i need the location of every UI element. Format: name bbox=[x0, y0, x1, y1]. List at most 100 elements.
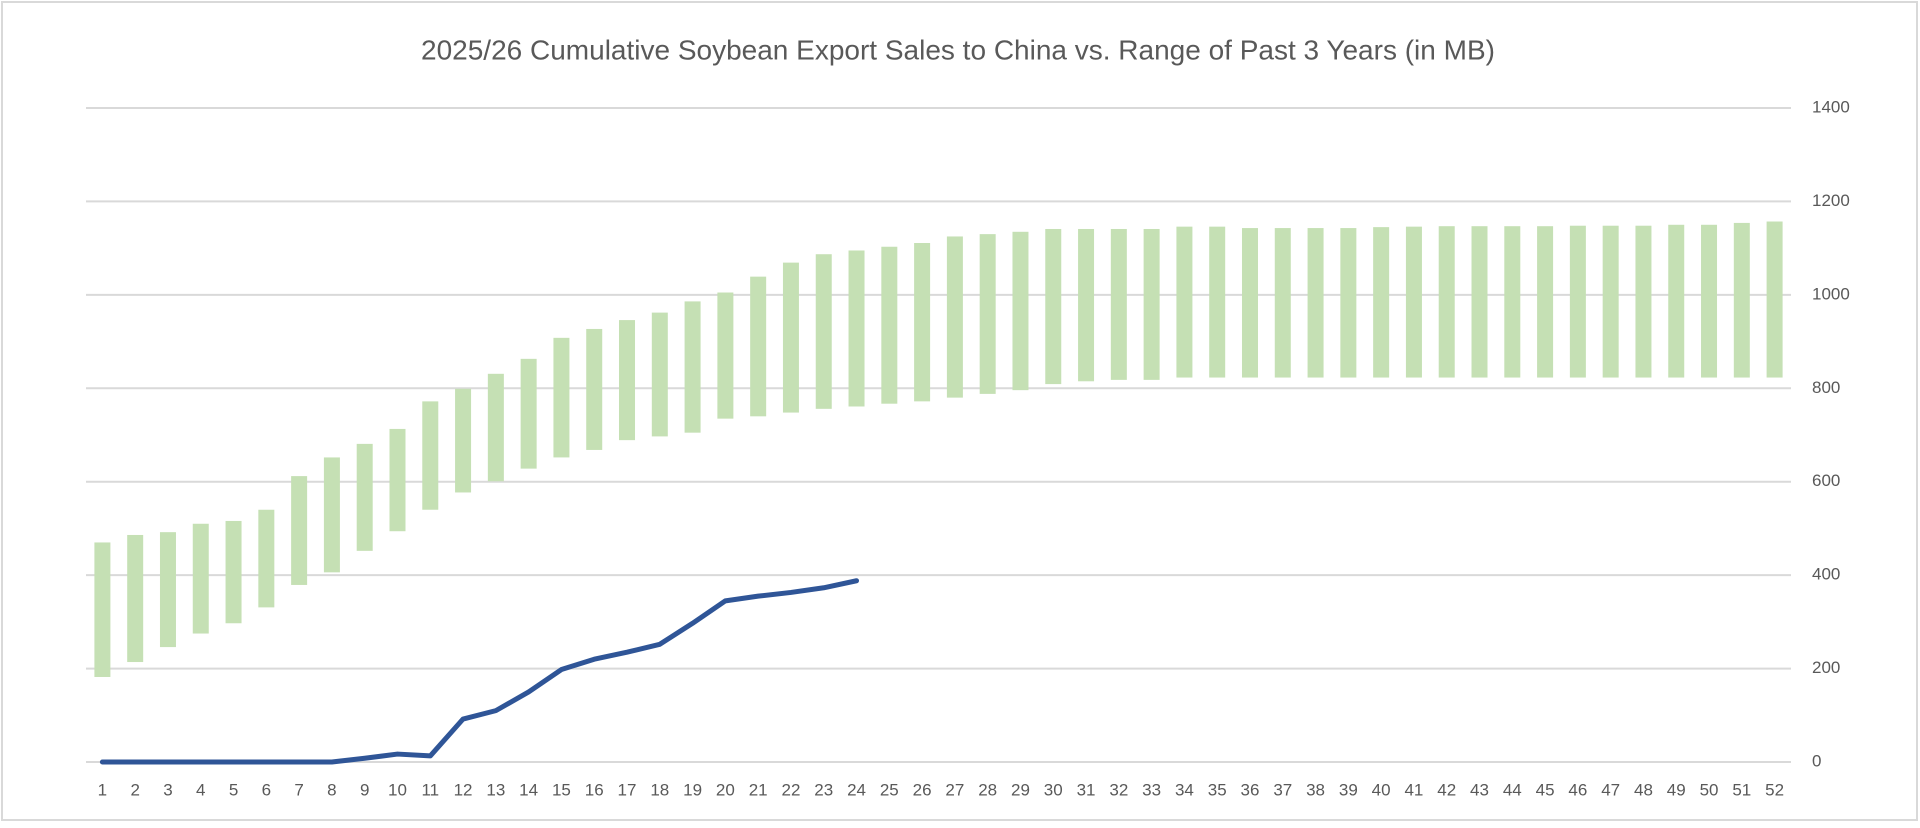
y-tick-label: 800 bbox=[1812, 378, 1840, 397]
range-bar bbox=[225, 520, 242, 624]
range-bar bbox=[881, 246, 898, 404]
range-bar bbox=[1110, 228, 1127, 380]
x-tick-label: 27 bbox=[945, 780, 964, 799]
x-tick-label: 29 bbox=[1011, 780, 1030, 799]
x-tick-label: 36 bbox=[1241, 780, 1260, 799]
x-tick-label: 23 bbox=[814, 780, 833, 799]
x-tick-label: 26 bbox=[913, 780, 932, 799]
x-tick-label: 21 bbox=[749, 780, 768, 799]
range-bar bbox=[815, 254, 832, 409]
range-bar bbox=[586, 328, 603, 450]
x-tick-label: 45 bbox=[1536, 780, 1555, 799]
x-tick-label: 30 bbox=[1044, 780, 1063, 799]
range-bar bbox=[258, 509, 275, 608]
range-bar bbox=[1602, 225, 1619, 378]
range-bar bbox=[1635, 225, 1652, 378]
x-tick-label: 3 bbox=[163, 780, 172, 799]
x-tick-label: 1 bbox=[98, 780, 107, 799]
x-tick-label: 44 bbox=[1503, 780, 1522, 799]
range-bar bbox=[159, 532, 176, 648]
range-bar bbox=[1733, 222, 1750, 378]
x-tick-label: 28 bbox=[978, 780, 997, 799]
range-bar bbox=[389, 428, 406, 532]
x-tick-label: 18 bbox=[650, 780, 669, 799]
x-tick-label: 13 bbox=[486, 780, 505, 799]
range-bar bbox=[192, 523, 209, 634]
range-bar bbox=[422, 401, 439, 510]
y-tick-label: 1200 bbox=[1812, 191, 1850, 210]
x-tick-label: 43 bbox=[1470, 780, 1489, 799]
x-tick-label: 6 bbox=[262, 780, 271, 799]
x-tick-label: 25 bbox=[880, 780, 899, 799]
x-tick-label: 41 bbox=[1404, 780, 1423, 799]
range-bar bbox=[1143, 228, 1160, 380]
range-bar bbox=[1307, 228, 1324, 378]
range-bar bbox=[323, 457, 340, 573]
x-tick-label: 20 bbox=[716, 780, 735, 799]
y-tick-label: 1000 bbox=[1812, 284, 1850, 303]
x-tick-label: 2 bbox=[130, 780, 139, 799]
range-bar bbox=[455, 388, 472, 493]
x-tick-label: 51 bbox=[1732, 780, 1751, 799]
range-bar bbox=[1078, 228, 1095, 382]
range-bar bbox=[1766, 221, 1783, 378]
x-tick-label: 35 bbox=[1208, 780, 1227, 799]
range-bar bbox=[1373, 227, 1390, 378]
x-tick-label: 39 bbox=[1339, 780, 1358, 799]
range-bar bbox=[1176, 226, 1193, 378]
range-bar bbox=[1569, 225, 1586, 378]
range-bar bbox=[1209, 226, 1226, 378]
x-tick-label: 33 bbox=[1142, 780, 1161, 799]
x-tick-label: 8 bbox=[327, 780, 336, 799]
x-tick-label: 49 bbox=[1667, 780, 1686, 799]
range-bar bbox=[127, 534, 144, 663]
x-tick-label: 10 bbox=[388, 780, 407, 799]
range-bar bbox=[553, 337, 570, 458]
y-tick-label: 0 bbox=[1812, 751, 1821, 770]
x-tick-label: 38 bbox=[1306, 780, 1325, 799]
range-bar bbox=[717, 292, 734, 419]
range-bar bbox=[1405, 226, 1422, 378]
range-bar bbox=[946, 236, 963, 398]
range-bar bbox=[914, 243, 931, 402]
range-bar bbox=[356, 443, 373, 551]
range-bar bbox=[1340, 228, 1357, 378]
range-bar bbox=[1438, 226, 1455, 378]
x-tick-label: 52 bbox=[1765, 780, 1784, 799]
x-tick-label: 4 bbox=[196, 780, 205, 799]
x-tick-label: 5 bbox=[229, 780, 238, 799]
range-bar bbox=[1045, 228, 1062, 385]
y-tick-label: 400 bbox=[1812, 565, 1840, 584]
range-bar bbox=[1504, 226, 1521, 378]
x-tick-label: 37 bbox=[1273, 780, 1292, 799]
range-bar bbox=[1471, 226, 1488, 378]
range-bar bbox=[848, 250, 865, 407]
y-tick-label: 600 bbox=[1812, 471, 1840, 490]
x-tick-label: 48 bbox=[1634, 780, 1653, 799]
x-tick-label: 32 bbox=[1109, 780, 1128, 799]
x-tick-label: 12 bbox=[454, 780, 473, 799]
chart-title: 2025/26 Cumulative Soybean Export Sales … bbox=[421, 34, 1495, 65]
range-bar bbox=[750, 276, 767, 417]
range-bar bbox=[520, 358, 537, 469]
range-bar bbox=[619, 320, 636, 441]
x-tick-label: 46 bbox=[1568, 780, 1587, 799]
y-tick-label: 1400 bbox=[1812, 97, 1850, 116]
range-bar bbox=[1274, 228, 1291, 378]
range-bar bbox=[684, 301, 701, 433]
x-tick-label: 40 bbox=[1372, 780, 1391, 799]
range-bar bbox=[782, 262, 799, 413]
x-tick-label: 17 bbox=[618, 780, 637, 799]
x-tick-label: 19 bbox=[683, 780, 702, 799]
x-tick-label: 22 bbox=[781, 780, 800, 799]
range-bar bbox=[1537, 226, 1554, 378]
x-tick-label: 24 bbox=[847, 780, 866, 799]
range-bar bbox=[291, 476, 308, 585]
x-tick-label: 7 bbox=[294, 780, 303, 799]
range-bar bbox=[94, 542, 111, 677]
range-bar bbox=[651, 312, 668, 437]
range-bar bbox=[1668, 224, 1685, 378]
